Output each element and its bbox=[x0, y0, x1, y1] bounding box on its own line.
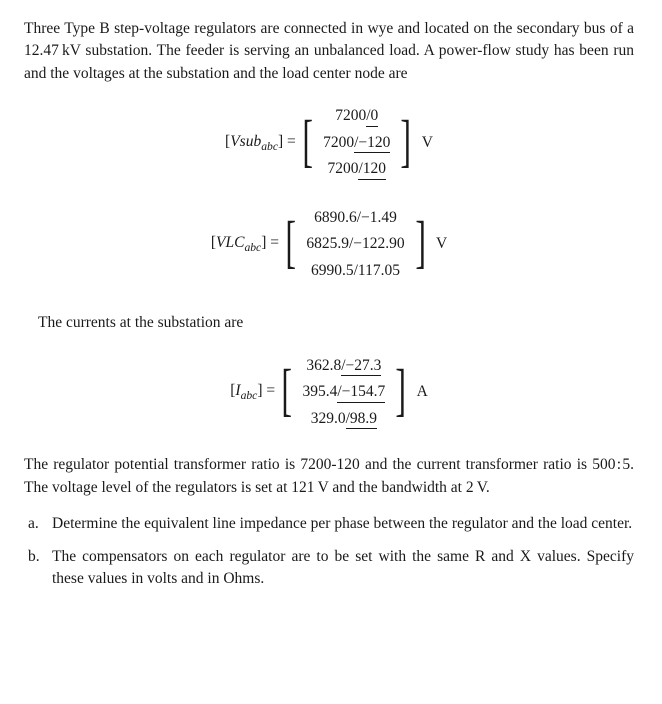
ratios-para: The regulator potential transformer rati… bbox=[24, 454, 634, 499]
problem-intro: Three Type B step-voltage regulators are… bbox=[24, 18, 634, 85]
equation-vlc: [VLCabc] = [ 6890.6/−1.49 6825.9/−122.90… bbox=[24, 205, 634, 284]
currents-intro: The currents at the substation are bbox=[24, 312, 634, 334]
item-text: Determine the equivalent line impedance … bbox=[52, 513, 634, 535]
item-label: b. bbox=[28, 546, 44, 591]
question-item-b: b. The compensators on each regulator ar… bbox=[28, 546, 634, 591]
equation-vsub: [Vsubabc] = [ 7200/0 7200/−120 7200/120 … bbox=[24, 103, 634, 182]
question-list: a. Determine the equivalent line impedan… bbox=[28, 513, 634, 590]
question-item-a: a. Determine the equivalent line impedan… bbox=[28, 513, 634, 535]
equation-iabc: [Iabc] = [ 362.8/−27.3 395.4/−154.7 329.… bbox=[24, 353, 634, 432]
item-label: a. bbox=[28, 513, 44, 535]
item-text: The compensators on each regulator are t… bbox=[52, 546, 634, 591]
